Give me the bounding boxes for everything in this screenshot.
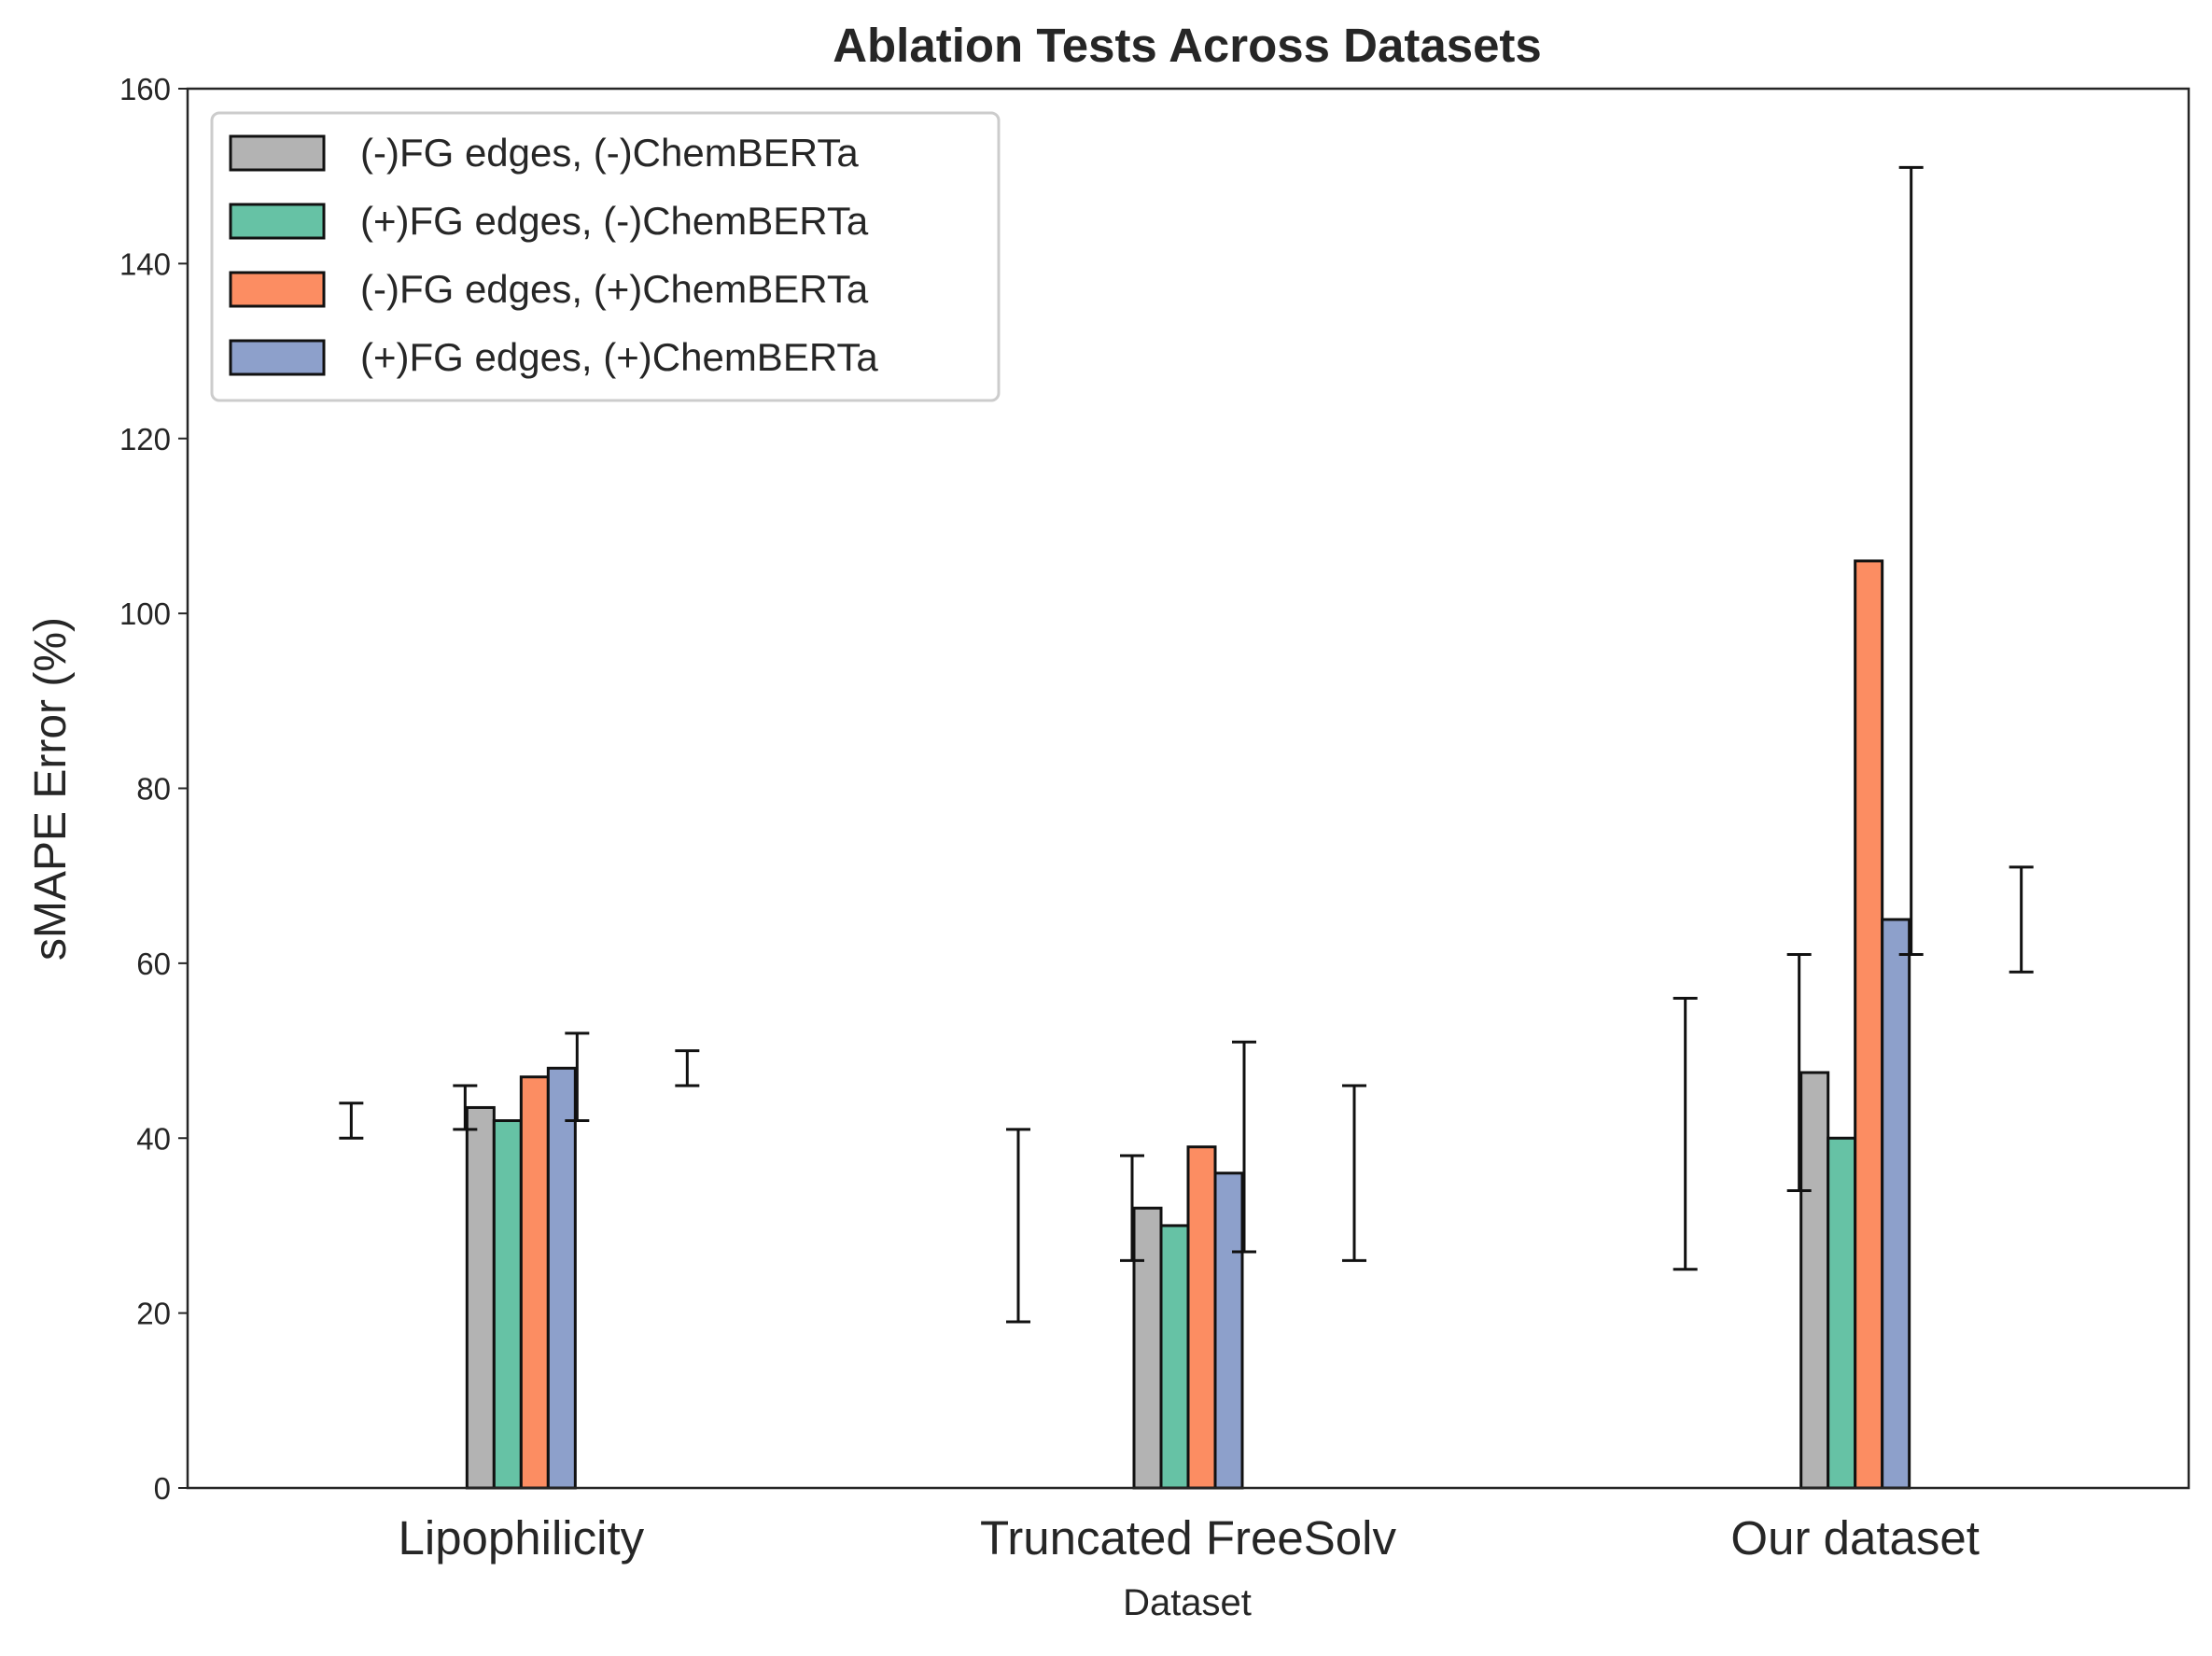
chart-title: Ablation Tests Across Datasets [833,19,1542,72]
legend-swatch [229,271,326,308]
y-tick-label: 60 [136,947,171,981]
y-tick-label: 40 [136,1121,171,1156]
x-axis-label: Dataset [1123,1582,1252,1623]
bar-3-truncated-freesolv [1186,1145,1217,1490]
bar-1-truncated-freesolv [1132,1206,1163,1490]
y-axis-label: sMAPE Error (%) [26,617,76,961]
y-tick-label: 140 [119,246,171,281]
bar-3-lipophilicity [519,1075,550,1490]
bar-4-truncated-freesolv [1213,1172,1244,1490]
y-tick-label: 120 [119,422,171,456]
y-tick-label: 100 [119,596,171,631]
bar-1-lipophilicity [465,1105,496,1490]
legend-label: (-)FG edges, (+)ChemBERTa [360,267,869,311]
y-tick-label: 80 [136,772,171,807]
y-tick-label: 160 [119,72,171,106]
legend-swatch [229,339,326,376]
bar-4-lipophilicity [546,1066,577,1490]
y-tick-label: 0 [154,1471,171,1506]
legend-swatch [229,134,326,172]
y-tick-label: 20 [136,1297,171,1331]
bar-4-our-dataset [1881,918,1911,1490]
legend-label: (-)FG edges, (-)ChemBERTa [360,131,859,175]
legend-swatch [229,203,326,240]
plot-frame [186,87,2191,1490]
x-tick-label: Lipophilicity [399,1511,645,1565]
bar-3-our-dataset [1854,559,1884,1490]
legend-label: (+)FG edges, (+)ChemBERTa [360,335,878,379]
legend-box [210,111,1001,402]
x-tick-label: Truncated FreeSolv [980,1511,1396,1565]
bar-2-our-dataset [1827,1136,1857,1490]
bar-2-lipophilicity [492,1119,523,1490]
bar-1-our-dataset [1799,1071,1830,1490]
bar-2-truncated-freesolv [1159,1224,1190,1490]
x-tick-label: Our dataset [1730,1511,1979,1565]
legend-label: (+)FG edges, (-)ChemBERTa [360,199,869,243]
